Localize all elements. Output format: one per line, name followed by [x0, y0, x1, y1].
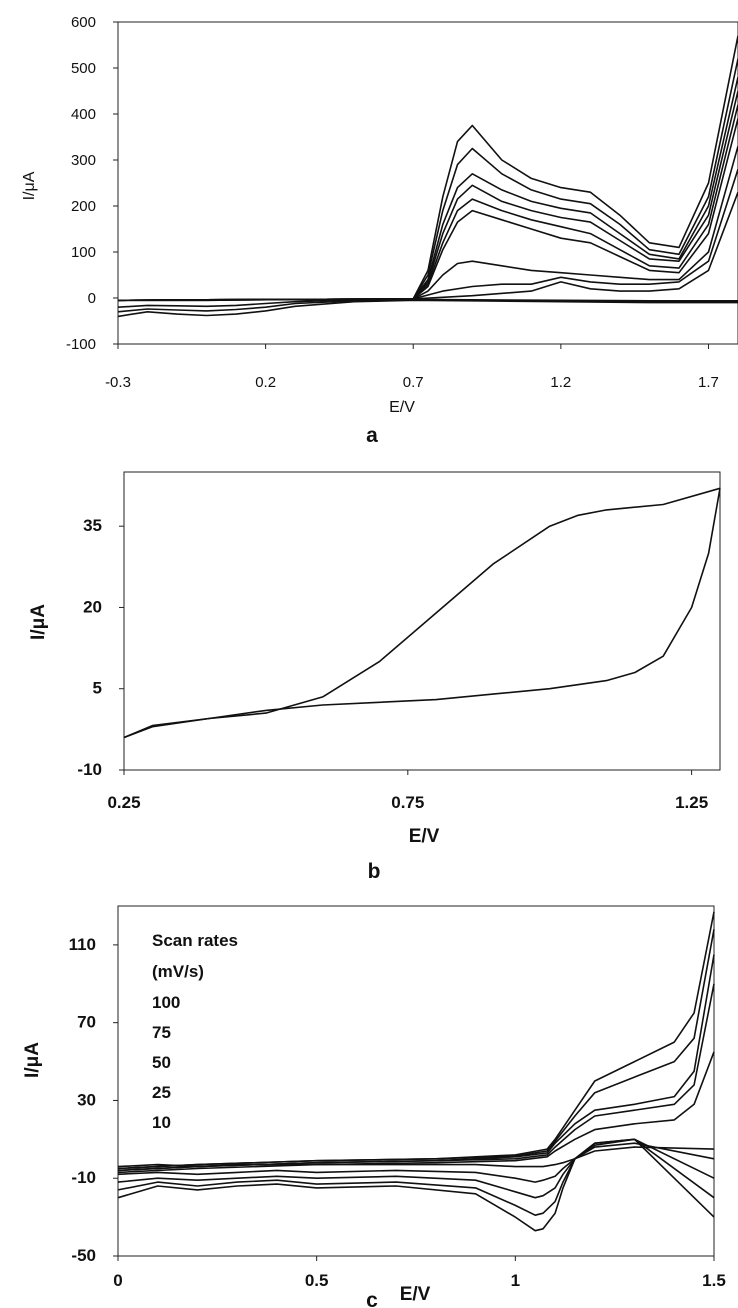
x-tick-label: 1.2: [550, 374, 571, 391]
x-tick-label: 1.7: [698, 374, 719, 391]
y-tick-label: 110: [69, 935, 96, 954]
series-line-c-2: [117, 954, 715, 1172]
panel-c: -50 -10 30 70 110 0 0.5 1 1.5 Scan rates (mV/s)…: [22, 905, 726, 1308]
x-axis-label-a: E/V: [389, 399, 415, 416]
y-ticks-a: -100 0 100 200 300 400 500 600: [66, 14, 118, 353]
legend-title: Scan rates: [152, 931, 238, 950]
y-tick-label: 20: [83, 597, 102, 616]
x-axis-label-c: E/V: [400, 1284, 431, 1305]
series-line-c-1: [117, 929, 715, 1170]
y-tick-label: 100: [71, 244, 96, 261]
x-ticks-a: -0.3 0.2 0.7 1.2 1.7: [105, 344, 719, 391]
y-tick-label: 300: [71, 152, 96, 169]
panel-a: -100 0 100 200 300 400 500 600 -0.3 0.2 0.7 1.2 1.7…: [21, 14, 738, 447]
y-tick-label: 200: [71, 198, 96, 215]
legend-entry: 25: [152, 1083, 171, 1102]
series-line-c-3: [117, 983, 715, 1172]
y-tick-label: -10: [77, 760, 102, 779]
series-line-a-0: [118, 35, 738, 302]
x-tick-label: 0: [113, 1271, 122, 1290]
series-line-a-8: [117, 191, 738, 302]
y-tick-label: 600: [71, 14, 96, 31]
y-tick-label: -10: [71, 1168, 96, 1187]
plot-frame-b: [123, 471, 721, 771]
y-axis-label-b: I/μA: [28, 604, 49, 640]
series-line-a-10: [117, 299, 738, 313]
legend-unit: (mV/s): [152, 962, 204, 981]
x-tick-label: 1.5: [702, 1271, 726, 1290]
panel-label-c: c: [366, 1289, 378, 1308]
traces-a: [117, 35, 738, 318]
x-ticks-b: 0.25 0.75 1.25: [107, 770, 708, 812]
legend-entry: 50: [152, 1053, 171, 1072]
y-axis-label-c: I/μA: [22, 1042, 43, 1078]
y-ticks-c: -50 -10 30 70 110: [69, 935, 118, 1265]
legend-entry: 100: [152, 993, 180, 1012]
x-tick-label: 0.5: [305, 1271, 329, 1290]
x-tick-label: 1: [511, 1271, 520, 1290]
traces-b: [123, 487, 721, 739]
panel-label-b: b: [368, 860, 381, 883]
series-line-a-9: [117, 299, 738, 318]
series-line-a-11: [117, 298, 738, 308]
series-line-c-8: [117, 1142, 715, 1183]
series-line-c-0: [117, 911, 715, 1170]
plot-frame-c: [117, 905, 715, 1257]
y-tick-label: 5: [93, 679, 102, 698]
y-tick-label: 0: [88, 290, 96, 307]
series-line-c-9: [117, 1146, 715, 1168]
traces-c: [117, 911, 715, 1232]
legend-entry: 10: [152, 1113, 171, 1132]
y-axis-label-a: I/μA: [21, 171, 38, 200]
x-ticks-c: 0 0.5 1 1.5: [113, 1256, 726, 1290]
y-tick-label: 400: [71, 106, 96, 123]
x-tick-label: 0.2: [255, 374, 276, 391]
panel-b: -10 5 20 35 0.25 0.75 1.25 E/V I/μA b: [28, 471, 721, 883]
y-tick-label: 500: [71, 60, 96, 77]
x-tick-label: -0.3: [105, 374, 131, 391]
legend-c: Scan rates (mV/s) 100 75 50 25 10: [152, 931, 238, 1132]
y-tick-label: 70: [77, 1013, 96, 1032]
y-ticks-b: -10 5 20 35: [77, 516, 124, 779]
x-tick-label: 0.7: [403, 374, 424, 391]
x-axis-label-b: E/V: [409, 826, 440, 847]
x-tick-label: 0.25: [107, 793, 140, 812]
y-tick-label: 35: [83, 516, 102, 535]
legend-entry: 75: [152, 1023, 171, 1042]
x-tick-label: 0.75: [391, 793, 424, 812]
x-tick-label: 1.25: [675, 793, 708, 812]
series-line-b-1: [123, 488, 721, 739]
plot-frame-a: [117, 21, 738, 345]
y-tick-label: -50: [71, 1246, 96, 1265]
y-tick-label: -100: [66, 336, 96, 353]
y-tick-label: 30: [77, 1090, 96, 1109]
panel-label-a: a: [366, 424, 378, 447]
